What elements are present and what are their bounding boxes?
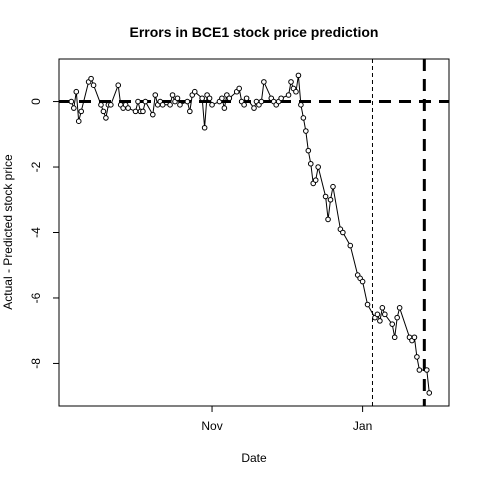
data-point xyxy=(226,95,233,102)
data-point xyxy=(251,105,257,111)
reference-line-layer xyxy=(59,59,449,406)
data-point xyxy=(414,354,420,360)
data-point xyxy=(379,304,386,311)
data-point xyxy=(394,314,400,321)
data-point xyxy=(396,304,403,311)
x-axis-label: Date xyxy=(241,451,267,465)
data-point xyxy=(115,82,122,88)
data-point xyxy=(135,98,141,105)
data-point xyxy=(219,95,225,102)
data-point xyxy=(90,82,97,88)
y-axis-label: Actual - Predicted stock price xyxy=(1,154,15,310)
data-point xyxy=(325,216,331,223)
data-point xyxy=(374,311,381,318)
data-point xyxy=(295,72,302,79)
data-point xyxy=(191,88,198,95)
data-point xyxy=(285,92,292,98)
data-point xyxy=(288,79,294,85)
data-point xyxy=(298,102,304,108)
data-point xyxy=(75,118,82,124)
data-point xyxy=(377,318,383,324)
data-point xyxy=(159,102,166,108)
data-point xyxy=(423,367,430,373)
data-point xyxy=(187,108,193,115)
data-point xyxy=(347,242,354,249)
data-point xyxy=(391,334,398,341)
x-tick-label: Nov xyxy=(201,419,222,433)
data-point xyxy=(278,95,284,102)
plot-frame xyxy=(58,58,450,407)
data-point xyxy=(340,229,346,236)
data-point xyxy=(68,98,75,105)
data-point xyxy=(315,164,321,170)
y-tick-label: -6 xyxy=(29,292,43,303)
data-point xyxy=(78,108,85,115)
data-point xyxy=(364,301,371,308)
data-point xyxy=(411,334,418,341)
y-tick-label: -8 xyxy=(29,358,43,369)
data-point xyxy=(389,321,396,327)
data-point xyxy=(167,102,173,108)
data-point xyxy=(305,147,312,154)
data-point xyxy=(199,95,205,102)
data-point xyxy=(293,88,299,95)
data-point xyxy=(108,102,114,108)
data-point xyxy=(258,98,265,105)
data-point xyxy=(426,390,433,396)
data-point xyxy=(382,311,388,318)
data-point xyxy=(184,98,191,105)
y-tick-label: -2 xyxy=(29,161,43,172)
data-point xyxy=(416,367,423,373)
data-point xyxy=(174,95,181,102)
x-tick-label: Jan xyxy=(353,419,372,433)
data-point xyxy=(73,88,80,95)
data-point xyxy=(103,115,109,121)
data-point xyxy=(169,92,176,98)
data-point xyxy=(243,95,250,102)
data-point xyxy=(303,128,309,134)
tick-layer: Nov Jan 0 -2 -4 -6 -8 xyxy=(29,98,372,433)
y-tick-label: 0 xyxy=(29,98,43,105)
data-point xyxy=(88,75,94,82)
data-point xyxy=(330,183,336,190)
data-point xyxy=(98,102,104,108)
data-point xyxy=(152,92,159,98)
data-point xyxy=(261,79,267,85)
data-point xyxy=(359,278,366,285)
data-point xyxy=(149,111,156,118)
data-point xyxy=(71,105,77,111)
chart-title: Errors in BCE1 stock price prediction xyxy=(130,24,379,40)
data-point xyxy=(327,196,334,203)
data-point xyxy=(132,108,139,115)
data-point xyxy=(312,177,319,183)
data-point xyxy=(322,193,329,200)
data-point xyxy=(221,105,228,111)
data-point xyxy=(100,108,107,115)
data-point xyxy=(142,98,149,105)
data-point xyxy=(206,95,213,102)
data-point xyxy=(300,115,307,121)
data-point xyxy=(140,108,146,115)
data-point xyxy=(201,124,208,131)
data-point xyxy=(307,160,314,167)
data-point xyxy=(241,102,247,108)
data-point xyxy=(236,85,242,92)
data-point xyxy=(209,102,215,108)
series-layer xyxy=(68,72,433,396)
y-tick-label: -4 xyxy=(29,227,43,238)
data-point xyxy=(177,102,183,108)
data-point xyxy=(125,105,131,111)
